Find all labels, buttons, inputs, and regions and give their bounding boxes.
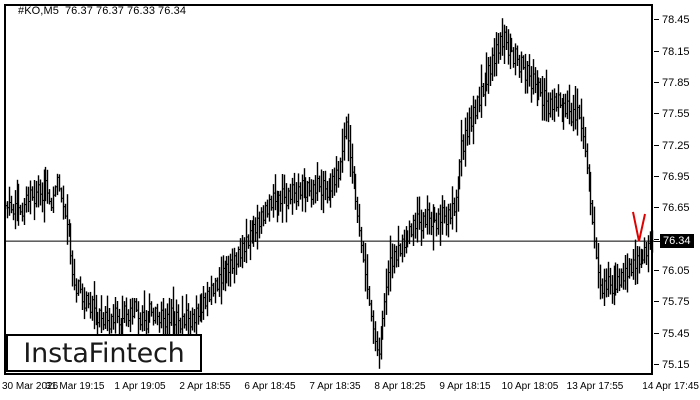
price-axis[interactable]: 78.4578.1577.8577.5577.2576.9576.6576.35… <box>654 0 700 380</box>
price-tick-dash <box>654 301 659 303</box>
time-tick: 7 Apr 18:35 <box>309 381 361 392</box>
price-tick-dash <box>654 332 659 334</box>
ohlc-high: 76.37 <box>95 5 125 17</box>
symbol-label: #KO,M5 <box>18 5 59 17</box>
price-tick: 78.45 <box>654 14 690 27</box>
time-tick: 2 Apr 18:55 <box>179 381 231 392</box>
price-tick: 75.75 <box>654 296 690 309</box>
price-tick-dash <box>654 270 659 272</box>
time-tick: 14 Apr 17:45 <box>642 381 699 392</box>
price-tick: 76.65 <box>654 202 690 215</box>
price-tick-dash <box>654 207 659 209</box>
price-tick: 75.45 <box>654 328 690 341</box>
chart-frame <box>4 4 653 375</box>
price-tick-dash <box>654 175 659 177</box>
price-tick: 76.95 <box>654 171 690 184</box>
price-tick-dash <box>654 144 659 146</box>
time-tick: 1 Apr 19:05 <box>114 381 166 392</box>
symbol-header: #KO,M5 76.37 76.37 76.33 76.34 <box>18 5 189 17</box>
last-price-badge[interactable]: 76.34 <box>660 234 694 249</box>
time-tick: 31 Mar 19:15 <box>45 381 105 392</box>
time-tick: 6 Apr 18:45 <box>244 381 296 392</box>
time-tick: 8 Apr 18:25 <box>374 381 426 392</box>
price-tick: 78.15 <box>654 46 690 59</box>
ohlc-bars <box>5 18 654 369</box>
ohlc-low: 76.33 <box>127 5 156 17</box>
logo-text: InstaFintech <box>23 337 185 369</box>
time-tick: 9 Apr 18:15 <box>439 381 491 392</box>
price-tick: 77.85 <box>654 77 690 90</box>
price-tick-dash <box>654 238 659 240</box>
price-tick-dash <box>654 19 659 21</box>
price-series-canvas <box>5 18 654 369</box>
price-tick: 77.55 <box>654 108 690 121</box>
time-tick: 30 Mar 2026 <box>2 381 59 392</box>
instafintech-logo: InstaFintech <box>6 334 202 372</box>
price-tick-dash <box>654 81 659 83</box>
ohlc-open: 76.37 <box>64 5 93 17</box>
last-price-dash <box>654 241 660 243</box>
price-tick-dash <box>654 364 659 366</box>
highlight-marker <box>632 211 646 242</box>
time-axis[interactable]: 30 Mar 2026 31 Mar 19:15 1 Apr 19:05 2 Apr … <box>0 378 700 398</box>
plot-area[interactable] <box>5 5 654 376</box>
price-tick: 76.05 <box>654 265 690 278</box>
time-tick: 13 Apr 17:55 <box>566 381 624 392</box>
price-tick-dash <box>654 113 659 115</box>
price-tick: 77.25 <box>654 140 690 153</box>
price-tick: 75.15 <box>654 359 690 372</box>
price-tick-dash <box>654 50 659 52</box>
time-tick: 10 Apr 18:05 <box>501 381 559 392</box>
ohlc-close: 76.34 <box>158 5 187 17</box>
